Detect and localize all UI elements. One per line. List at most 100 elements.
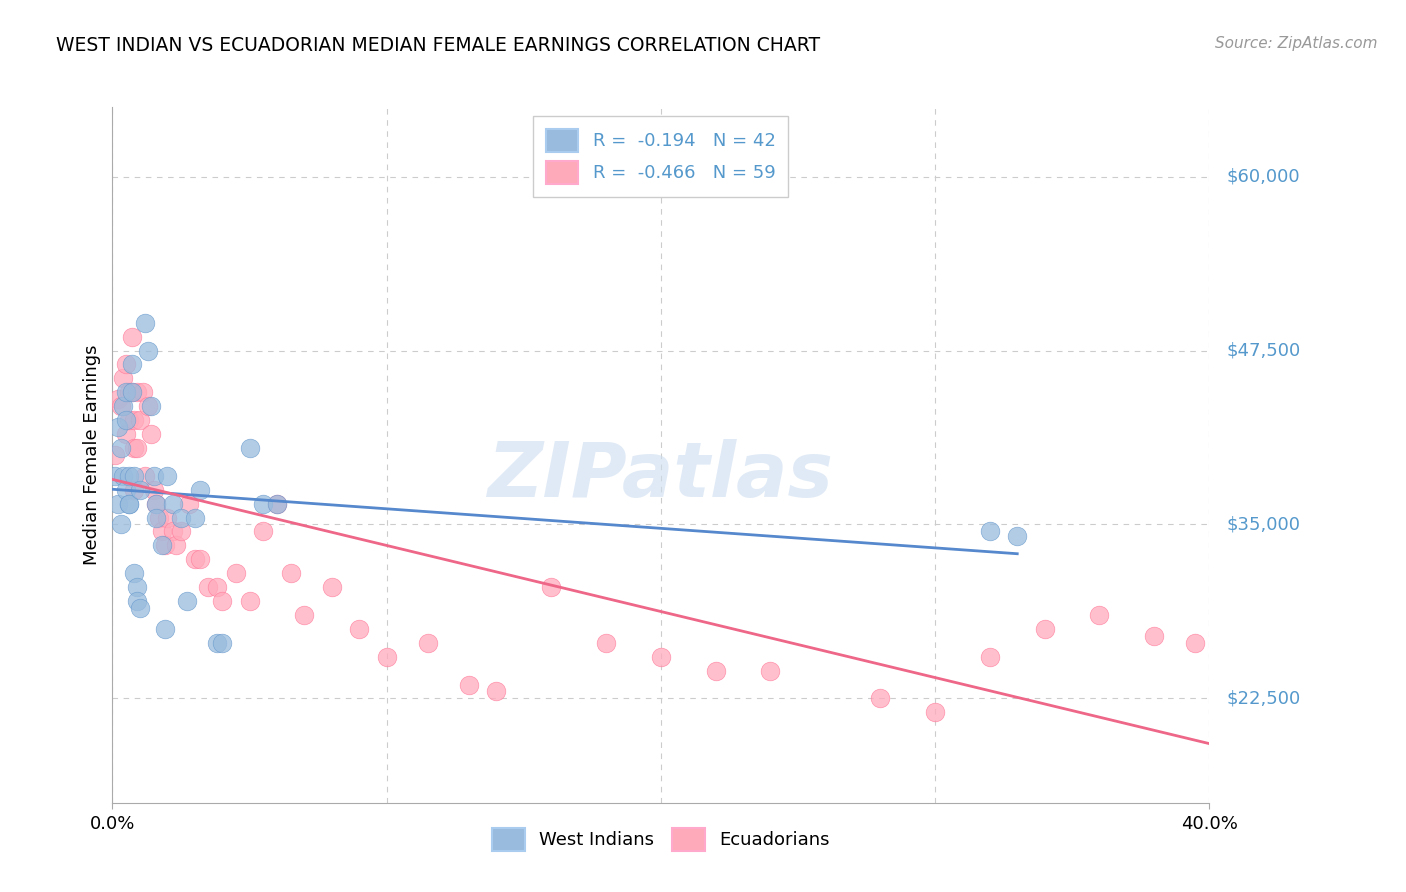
- Point: [239, 594, 262, 608]
- Point: [124, 441, 146, 455]
- Point: [183, 552, 207, 566]
- Point: [156, 510, 179, 524]
- Point: [153, 622, 176, 636]
- Point: [1143, 629, 1166, 643]
- Point: [150, 538, 173, 552]
- Point: [205, 636, 228, 650]
- Legend: West Indians, Ecuadorians: West Indians, Ecuadorians: [479, 815, 842, 863]
- Point: [1033, 622, 1056, 636]
- Point: [136, 399, 159, 413]
- Point: [225, 566, 247, 581]
- Point: [142, 468, 165, 483]
- Point: [595, 636, 617, 650]
- Point: [266, 497, 288, 511]
- Point: [142, 483, 165, 497]
- Point: [156, 468, 179, 483]
- Point: [121, 358, 143, 372]
- Point: [115, 427, 138, 442]
- Point: [924, 706, 946, 720]
- Point: [170, 510, 193, 524]
- Point: [252, 497, 274, 511]
- Point: [124, 413, 146, 427]
- Point: [162, 524, 184, 539]
- Point: [121, 329, 143, 343]
- Point: [869, 691, 891, 706]
- Point: [979, 524, 1001, 539]
- Point: [104, 468, 127, 483]
- Text: $22,500: $22,500: [1226, 690, 1301, 707]
- Point: [165, 538, 187, 552]
- Point: [153, 538, 176, 552]
- Point: [179, 497, 201, 511]
- Point: [145, 497, 167, 511]
- Point: [129, 483, 152, 497]
- Point: [349, 622, 371, 636]
- Text: WEST INDIAN VS ECUADORIAN MEDIAN FEMALE EARNINGS CORRELATION CHART: WEST INDIAN VS ECUADORIAN MEDIAN FEMALE …: [56, 36, 820, 54]
- Point: [485, 684, 508, 698]
- Point: [176, 594, 198, 608]
- Point: [280, 566, 302, 581]
- Point: [118, 413, 141, 427]
- Point: [148, 510, 170, 524]
- Point: [118, 468, 141, 483]
- Point: [127, 441, 149, 455]
- Point: [145, 510, 167, 524]
- Point: [112, 468, 135, 483]
- Point: [115, 358, 138, 372]
- Point: [107, 392, 129, 407]
- Point: [252, 524, 274, 539]
- Point: [127, 580, 149, 594]
- Point: [375, 649, 398, 664]
- Point: [266, 497, 288, 511]
- Point: [205, 580, 228, 594]
- Point: [139, 399, 162, 413]
- Point: [115, 385, 138, 400]
- Point: [134, 316, 156, 330]
- Point: [129, 413, 152, 427]
- Point: [118, 385, 141, 400]
- Point: [118, 497, 141, 511]
- Point: [107, 497, 129, 511]
- Point: [211, 636, 233, 650]
- Point: [115, 413, 138, 427]
- Point: [121, 385, 143, 400]
- Point: [115, 483, 138, 497]
- Point: [162, 497, 184, 511]
- Text: Source: ZipAtlas.com: Source: ZipAtlas.com: [1215, 36, 1378, 51]
- Point: [188, 483, 211, 497]
- Point: [540, 580, 562, 594]
- Point: [129, 601, 152, 615]
- Point: [131, 385, 153, 400]
- Point: [458, 677, 481, 691]
- Point: [121, 385, 143, 400]
- Point: [321, 580, 343, 594]
- Point: [104, 448, 127, 462]
- Point: [134, 468, 156, 483]
- Point: [1184, 636, 1206, 650]
- Text: $60,000: $60,000: [1226, 168, 1299, 186]
- Point: [139, 427, 162, 442]
- Point: [110, 517, 132, 532]
- Point: [110, 399, 132, 413]
- Point: [197, 580, 219, 594]
- Text: $35,000: $35,000: [1226, 516, 1301, 533]
- Point: [239, 441, 262, 455]
- Point: [979, 649, 1001, 664]
- Point: [124, 468, 146, 483]
- Point: [170, 524, 193, 539]
- Point: [107, 420, 129, 434]
- Point: [150, 524, 173, 539]
- Point: [112, 399, 135, 413]
- Point: [416, 636, 439, 650]
- Text: $47,500: $47,500: [1226, 342, 1301, 359]
- Point: [110, 441, 132, 455]
- Point: [127, 594, 149, 608]
- Point: [124, 566, 146, 581]
- Point: [1088, 607, 1111, 622]
- Point: [294, 607, 316, 622]
- Point: [211, 594, 233, 608]
- Point: [1007, 528, 1029, 542]
- Point: [183, 510, 207, 524]
- Point: [136, 343, 159, 358]
- Point: [650, 649, 672, 664]
